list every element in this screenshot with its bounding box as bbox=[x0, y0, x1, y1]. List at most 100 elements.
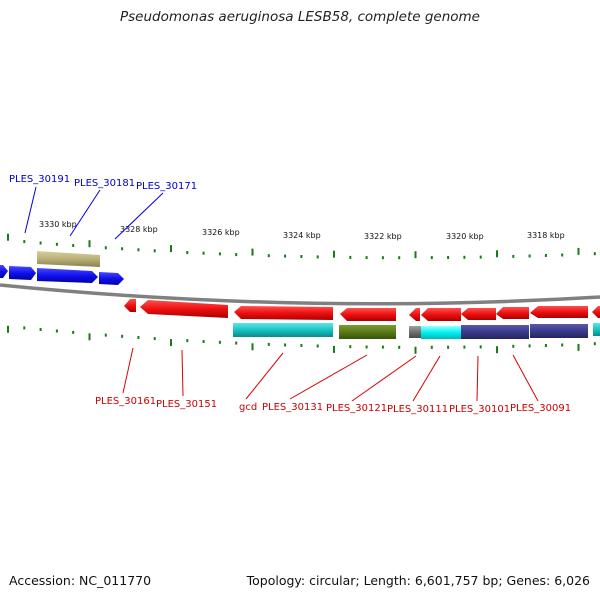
reverse-gene bbox=[461, 308, 496, 320]
forward-gene bbox=[9, 266, 36, 280]
minor-tick bbox=[512, 254, 515, 258]
minor-tick bbox=[55, 242, 58, 246]
minor-tick bbox=[447, 345, 450, 349]
map-title: Pseudomonas aeruginosa LESB58, complete … bbox=[120, 9, 480, 25]
major-tick bbox=[7, 233, 9, 241]
minor-tick bbox=[202, 340, 205, 343]
minor-tick bbox=[284, 343, 287, 347]
minor-tick bbox=[235, 253, 238, 257]
minor-tick bbox=[186, 251, 189, 254]
minor-tick bbox=[365, 345, 368, 349]
navy-feature bbox=[530, 324, 588, 338]
minor-tick bbox=[593, 342, 596, 346]
minor-tick bbox=[267, 342, 270, 346]
label-connector bbox=[351, 355, 417, 402]
minor-tick bbox=[202, 251, 205, 255]
reverse-gene bbox=[496, 307, 529, 319]
minor-tick bbox=[235, 341, 238, 345]
reverse-gene bbox=[234, 306, 333, 320]
gene-label-gcd: gcd bbox=[239, 402, 257, 413]
gene-label-ples-30131: PLES_30131 bbox=[262, 402, 323, 413]
minor-tick bbox=[72, 244, 75, 247]
gene-label-ples-30181: PLES_30181 bbox=[74, 178, 135, 189]
label-connector bbox=[122, 347, 134, 394]
major-tick bbox=[577, 343, 580, 351]
minor-tick bbox=[72, 330, 75, 334]
reverse-gene bbox=[140, 300, 228, 318]
gene-label-ples-30091: PLES_30091 bbox=[510, 403, 571, 414]
major-tick bbox=[333, 345, 335, 353]
major-tick bbox=[170, 339, 172, 347]
minor-tick bbox=[55, 329, 58, 333]
major-tick bbox=[88, 240, 91, 248]
minor-tick bbox=[23, 240, 26, 244]
minor-tick bbox=[381, 256, 384, 260]
minor-tick bbox=[561, 253, 564, 257]
minor-tick bbox=[349, 255, 352, 259]
minor-tick bbox=[398, 256, 401, 260]
minor-tick bbox=[300, 255, 303, 258]
minor-tick bbox=[381, 345, 384, 349]
reverse-gene bbox=[592, 306, 600, 318]
major-tick bbox=[333, 250, 335, 258]
major-tick bbox=[251, 248, 254, 256]
label-connector bbox=[476, 355, 479, 402]
genome-backbone bbox=[0, 283, 600, 306]
minor-tick bbox=[528, 344, 531, 348]
gene-label-ples-30111: PLES_30111 bbox=[387, 404, 448, 415]
minor-tick bbox=[104, 333, 107, 337]
minor-tick bbox=[121, 334, 124, 338]
label-connector bbox=[181, 349, 184, 397]
scale-label-3328: 3328 kbp bbox=[120, 225, 158, 234]
gene-label-ples-30151: PLES_30151 bbox=[156, 399, 217, 410]
minor-tick bbox=[153, 249, 156, 253]
reverse-gene bbox=[421, 308, 461, 321]
minor-tick bbox=[463, 255, 466, 259]
minor-tick bbox=[463, 345, 466, 349]
minor-tick bbox=[349, 345, 352, 349]
gene-label-ples-30171: PLES_30171 bbox=[136, 181, 197, 192]
label-connector bbox=[289, 354, 368, 400]
accession-text: Accession: NC_011770 bbox=[9, 573, 152, 588]
label-connector bbox=[412, 355, 441, 402]
gene-label-ples-30191: PLES_30191 bbox=[9, 174, 70, 185]
scale-label-3326: 3326 kbp bbox=[202, 228, 240, 237]
minor-tick bbox=[479, 345, 482, 349]
minor-tick bbox=[544, 254, 547, 257]
major-tick bbox=[414, 346, 417, 354]
minor-tick bbox=[39, 328, 42, 331]
scale-label-3322: 3322 kbp bbox=[364, 232, 402, 241]
gene-label-ples-30121: PLES_30121 bbox=[326, 403, 387, 414]
label-connector bbox=[69, 189, 101, 237]
minor-tick bbox=[121, 247, 124, 251]
forward-gene bbox=[99, 272, 124, 285]
reverse-gene bbox=[409, 308, 420, 321]
minor-tick bbox=[316, 255, 319, 259]
outer-tick-track bbox=[7, 233, 596, 260]
scale-label-3320: 3320 kbp bbox=[446, 232, 484, 241]
major-tick bbox=[88, 333, 91, 341]
major-tick bbox=[577, 247, 580, 255]
gene-label-ples-30161: PLES_30161 bbox=[95, 396, 156, 407]
minor-tick bbox=[593, 252, 596, 256]
minor-tick bbox=[528, 254, 531, 258]
minor-tick bbox=[218, 252, 221, 256]
minor-tick bbox=[316, 344, 319, 348]
inner-tick-track bbox=[7, 325, 596, 354]
minor-tick bbox=[153, 337, 156, 341]
teal-feature bbox=[233, 323, 333, 337]
minor-tick bbox=[398, 345, 401, 349]
minor-tick bbox=[479, 255, 482, 259]
minor-tick bbox=[137, 336, 140, 339]
gray-feature bbox=[409, 326, 421, 338]
label-connector bbox=[114, 192, 164, 240]
navy-feature bbox=[461, 325, 529, 339]
gene-label-ples-30101: PLES_30101 bbox=[449, 404, 510, 415]
major-tick bbox=[496, 346, 498, 354]
minor-tick bbox=[512, 344, 515, 348]
teal-feature bbox=[593, 323, 600, 336]
forward-gene bbox=[37, 268, 98, 283]
scale-label-3324: 3324 kbp bbox=[283, 231, 321, 240]
reverse-gene bbox=[340, 308, 396, 321]
